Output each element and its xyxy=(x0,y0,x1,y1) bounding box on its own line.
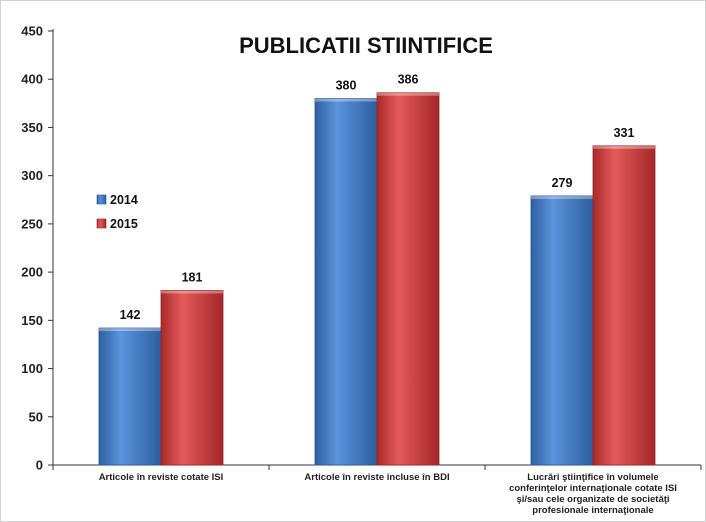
x-category-label: Lucrări ştiinţifice în volumele conferinţ… xyxy=(509,472,677,516)
x-category-label: Articole în reviste cotate ISI xyxy=(99,472,224,483)
bar-2014-2 xyxy=(530,195,594,466)
legend: 2014 2015 xyxy=(96,193,138,231)
y-tick-label: 250 xyxy=(21,216,43,231)
bar-highlight xyxy=(593,145,655,149)
x-category-label-line: şi/sau cele organizate de societăţi xyxy=(516,494,669,505)
bar-2015-1 xyxy=(376,92,440,466)
bar-highlight xyxy=(315,98,377,102)
y-tick-label: 150 xyxy=(21,313,43,328)
x-category-label-line: Lucrări ştiinţifice în volumele xyxy=(527,472,658,483)
data-label: 142 xyxy=(120,308,141,322)
data-label: 181 xyxy=(182,270,203,284)
bars: 142 181 380 386 279 331 xyxy=(98,73,656,466)
chart-title: PUBLICATII STIINTIFICE xyxy=(239,33,493,58)
bar-highlight xyxy=(377,92,439,96)
y-tick-label: 0 xyxy=(36,458,43,473)
y-tick-label: 100 xyxy=(21,361,43,376)
bar-highlight xyxy=(161,290,223,294)
y-tick-label: 300 xyxy=(21,168,43,183)
y-tick-label: 200 xyxy=(21,265,43,280)
legend-swatch xyxy=(96,194,107,205)
bar-2014-1 xyxy=(314,98,378,466)
legend-label: 2015 xyxy=(110,217,138,231)
data-label: 380 xyxy=(336,79,357,93)
x-category-label-line: profesionale internaţionale xyxy=(532,505,653,516)
legend-label: 2014 xyxy=(110,193,138,207)
y-tick-label: 50 xyxy=(29,409,43,424)
bar-highlight xyxy=(531,195,593,199)
y-tick-label: 400 xyxy=(21,72,43,87)
x-category-label-line: Articole în reviste incluse în BDI xyxy=(304,472,449,483)
x-category-label-line: Articole în reviste cotate ISI xyxy=(99,472,224,483)
x-category-label-line: conferinţelor internaţionale cotate ISI xyxy=(509,483,677,494)
x-category-label: Articole în reviste incluse în BDI xyxy=(304,472,449,483)
bar-2014-0 xyxy=(98,327,162,466)
bar-2015-0 xyxy=(160,290,224,466)
bar-2015-2 xyxy=(592,145,656,466)
data-label: 386 xyxy=(398,73,419,87)
data-label: 279 xyxy=(552,176,573,190)
y-tick-label: 450 xyxy=(21,24,43,39)
axes: 0 50 100 150 200 250 300 350 400 450 Articole în r… xyxy=(21,24,702,516)
bar-highlight xyxy=(99,328,161,332)
data-label: 331 xyxy=(614,126,635,140)
legend-swatch xyxy=(96,218,107,229)
y-tick-label: 350 xyxy=(21,120,43,135)
